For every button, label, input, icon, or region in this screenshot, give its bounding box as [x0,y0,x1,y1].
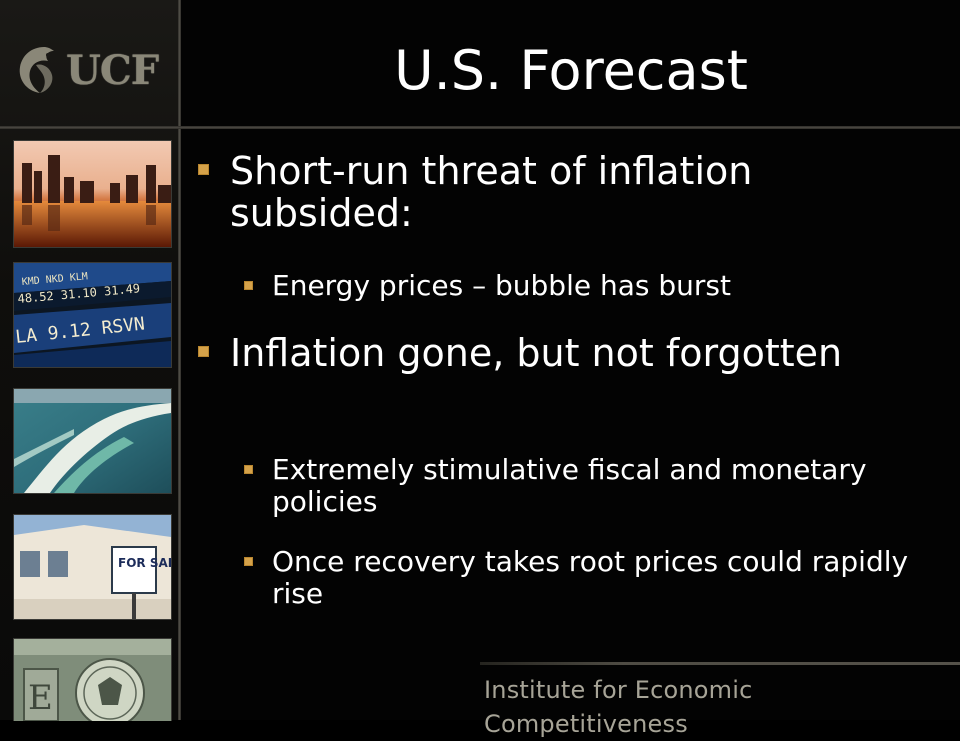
logo-text: UCF [66,46,159,94]
sub-bullet-marker [244,557,253,566]
vertical-divider [178,0,181,720]
bullet-item-2: Inflation gone, but not forgotten [196,332,930,374]
sub-bullet-item-1-1: Energy prices – bubble has burst [242,270,912,302]
footer-institute: Institute for Economic Competitiveness [484,676,753,738]
slide-title: U.S. Forecast [394,39,748,102]
pegasus-icon [19,47,54,93]
bullet-marker [198,346,209,357]
ucf-logo: UCF [14,40,170,100]
photo-for-sale-house: FOR SALE [13,514,172,620]
for-sale-sign: FOR SALE [118,556,171,570]
footer-divider [480,662,960,665]
bullet-item-1: Short-run threat of inflation subsided: [196,150,930,234]
sub-bullet-text: Energy prices – bubble has burst [272,269,731,302]
bullet-marker [198,164,209,175]
sub-bullet-marker [244,465,253,474]
photo-stock-ticker: KMD NKD KLM 48.52 31.10 31.49 LA 9.12 RS… [13,262,172,368]
sub-bullet-marker [244,281,253,290]
bullet-text: Short-run threat of inflation subsided: [230,149,753,235]
bullet-text: Inflation gone, but not forgotten [230,331,843,375]
sub-bullet-item-2-2: Once recovery takes root prices could ra… [242,546,912,610]
sub-bullet-text: Once recovery takes root prices could ra… [272,545,909,610]
sub-bullet-item-2-1: Extremely stimulative fiscal and monetar… [242,454,912,518]
photo-dollar-bill: E [13,638,172,721]
svg-text:E: E [28,678,53,718]
photo-coastline [13,388,172,494]
sub-bullet-text: Extremely stimulative fiscal and monetar… [272,453,867,518]
photo-city-skyline [13,140,172,248]
horizontal-divider [0,126,960,129]
